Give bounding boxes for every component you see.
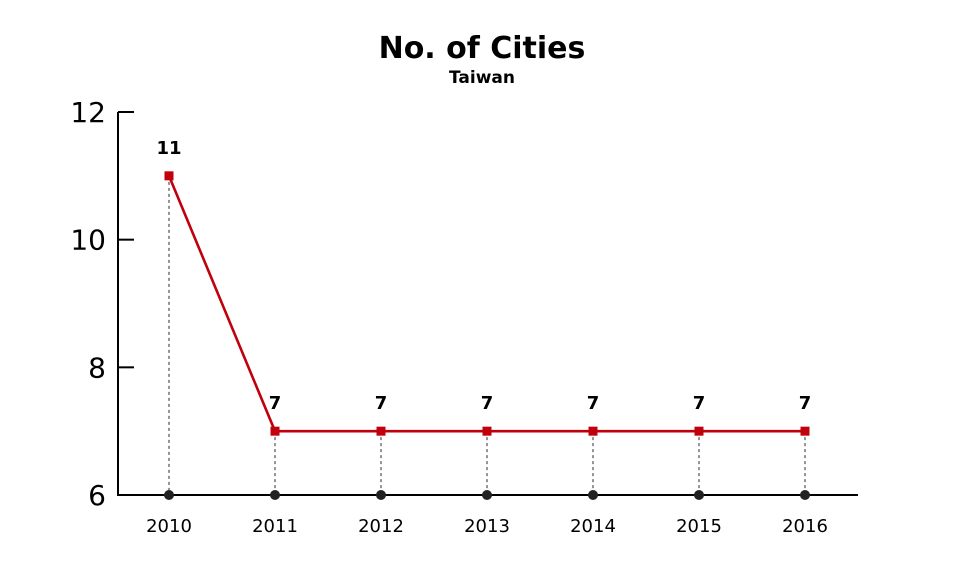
- x-tick-label: 2015: [676, 516, 722, 537]
- data-label: 7: [693, 393, 706, 414]
- x-tick-label: 2013: [464, 516, 510, 537]
- x-axis-ticks: 2010 2011 2012 2013 2014 2015 2016: [146, 516, 828, 537]
- data-point: [694, 426, 704, 436]
- series-group: [164, 171, 810, 436]
- chart-subtitle: Taiwan: [449, 68, 515, 88]
- x-tick-label: 2012: [358, 516, 404, 537]
- x-tick-label: 2011: [252, 516, 298, 537]
- baseline-marker: [376, 490, 386, 500]
- data-label: 7: [375, 393, 388, 414]
- x-tick-label: 2014: [570, 516, 616, 537]
- baseline-marker: [800, 490, 810, 500]
- data-point: [482, 426, 492, 436]
- data-label: 7: [799, 393, 812, 414]
- chart-title: No. of Cities: [379, 31, 586, 66]
- y-tick-label: 6: [88, 479, 106, 512]
- baseline-marker: [164, 490, 174, 500]
- data-label: 7: [481, 393, 494, 414]
- data-label: 7: [269, 393, 282, 414]
- y-tick-label: 12: [70, 96, 106, 129]
- y-axis-ticks: 6 8 10 12: [70, 96, 134, 512]
- data-point: [164, 171, 174, 181]
- y-tick-label: 10: [70, 224, 106, 257]
- data-point: [588, 426, 598, 436]
- data-label: 7: [587, 393, 600, 414]
- data-point: [270, 426, 280, 436]
- x-tick-label: 2010: [146, 516, 192, 537]
- y-tick-label: 8: [88, 351, 106, 384]
- baseline-marker: [694, 490, 704, 500]
- data-labels: 11 7 7 7 7 7 7: [156, 138, 811, 414]
- data-point: [800, 426, 810, 436]
- drop-lines: [164, 175, 810, 500]
- x-tick-label: 2016: [782, 516, 828, 537]
- baseline-marker: [270, 490, 280, 500]
- data-label: 11: [156, 138, 181, 159]
- baseline-marker: [482, 490, 492, 500]
- baseline-marker: [588, 490, 598, 500]
- data-point: [376, 426, 386, 436]
